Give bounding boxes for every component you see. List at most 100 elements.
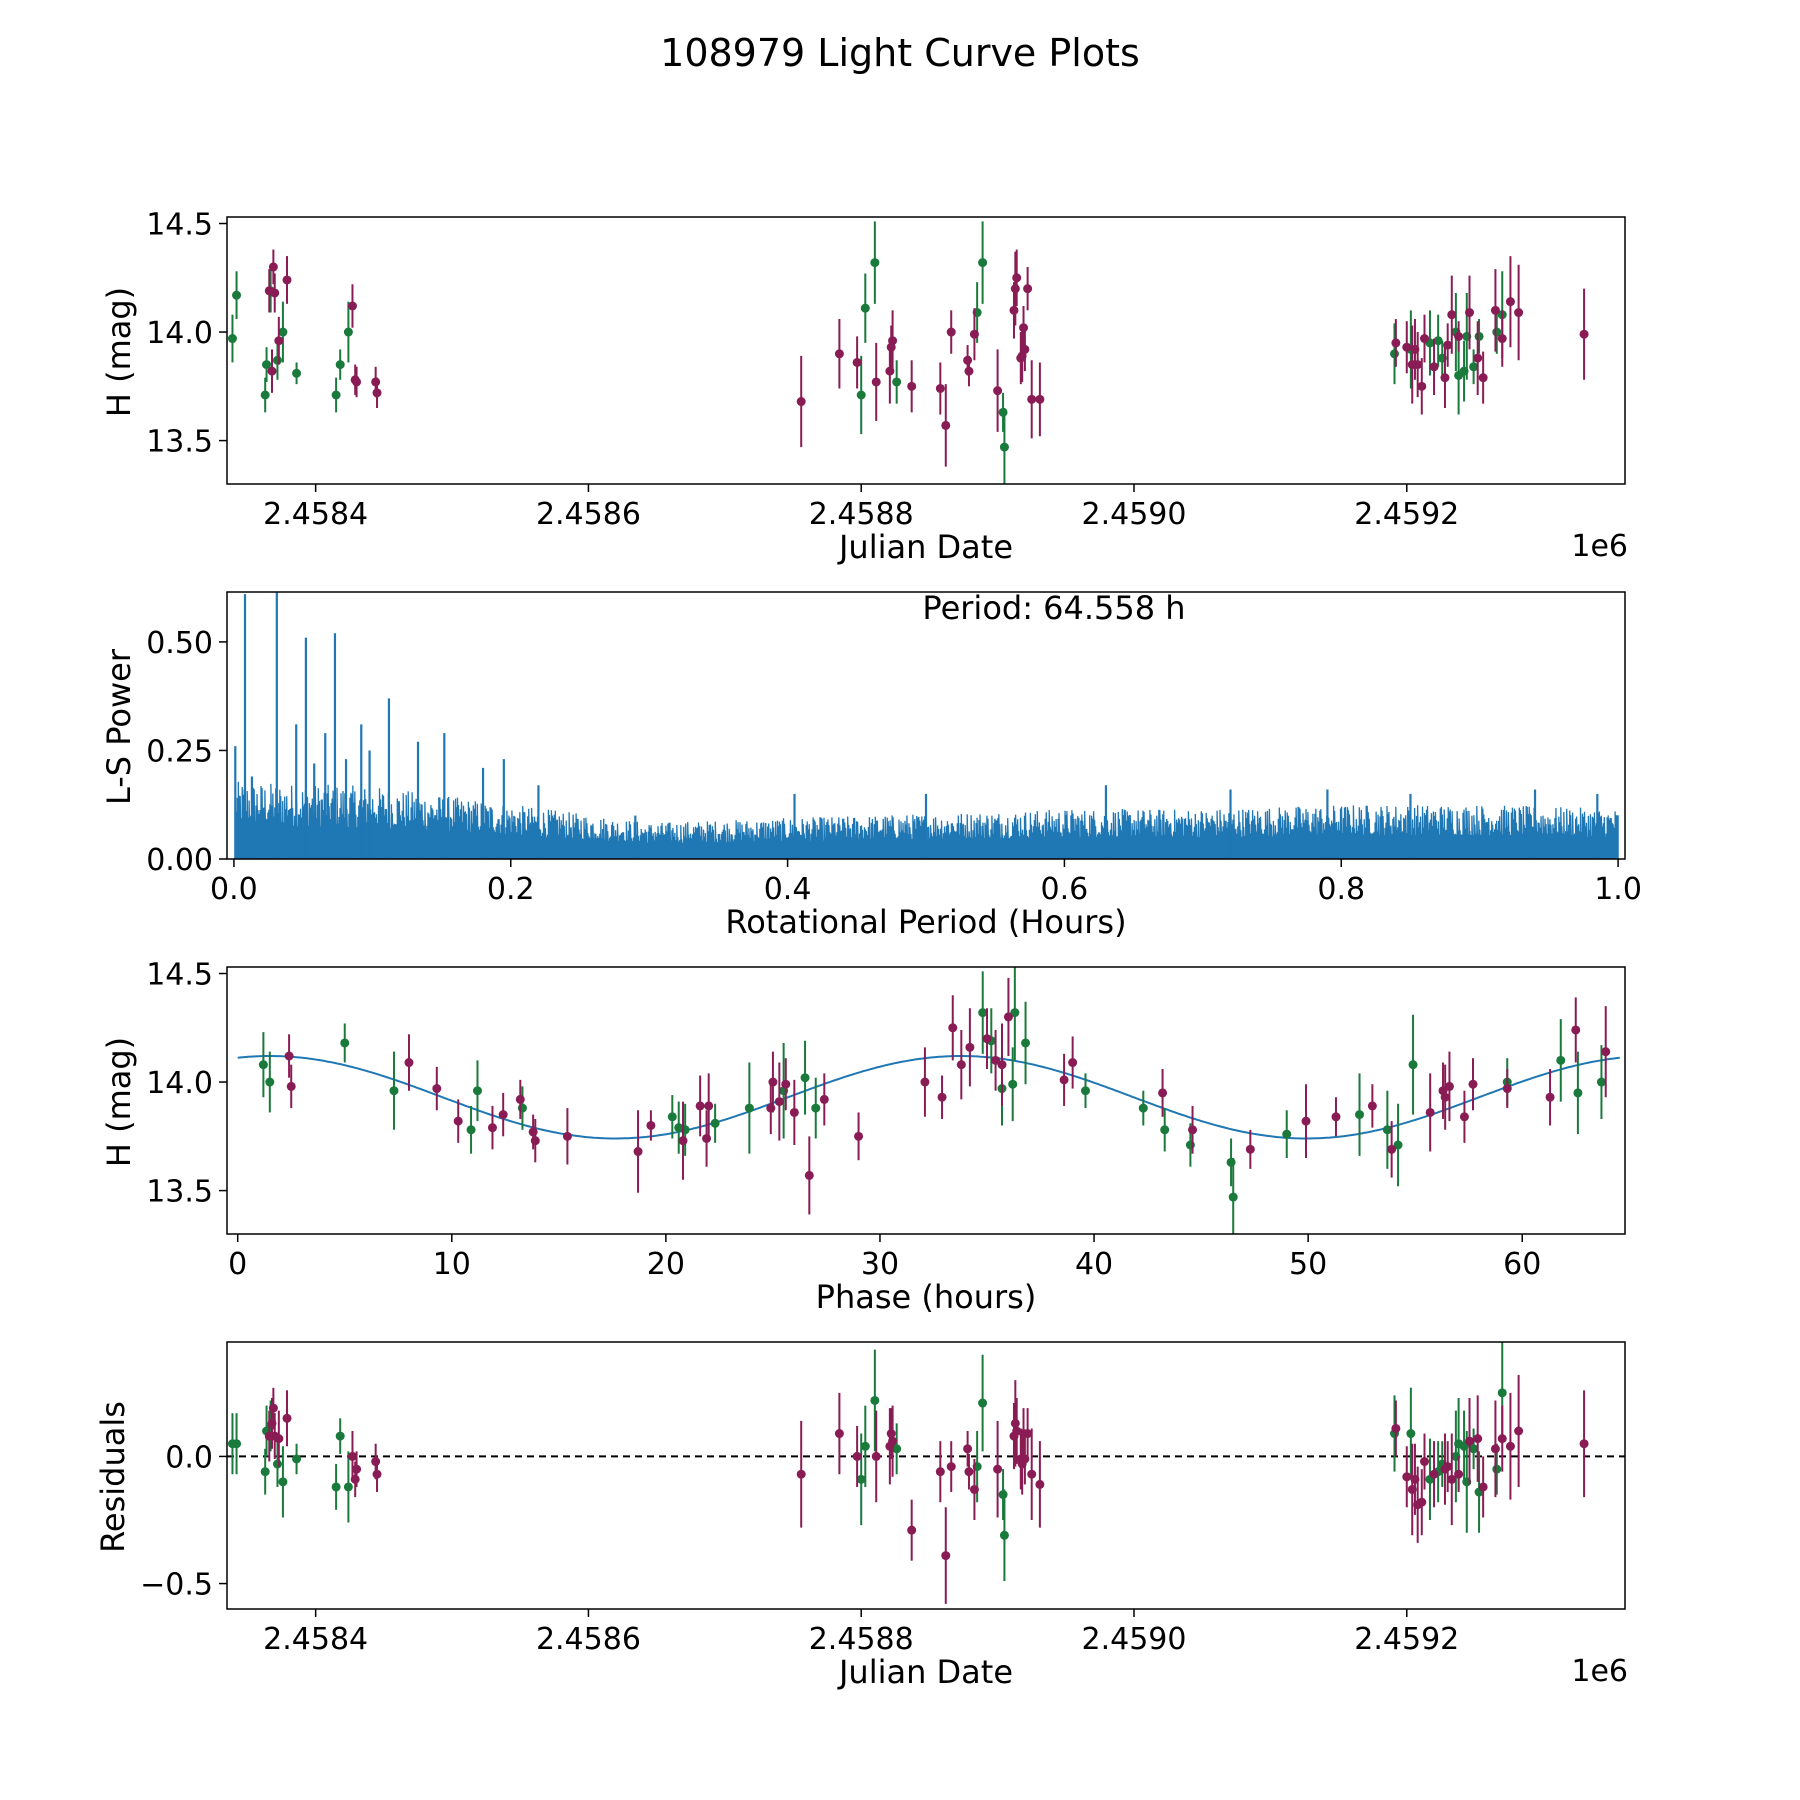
data-point bbox=[371, 1457, 381, 1467]
data-point bbox=[1417, 381, 1427, 391]
data-point bbox=[1035, 1479, 1045, 1489]
data-point bbox=[232, 290, 242, 300]
data-point bbox=[982, 1034, 992, 1044]
data-point bbox=[702, 1133, 712, 1143]
data-point bbox=[1068, 1058, 1078, 1068]
data-point bbox=[956, 1060, 966, 1070]
data-point bbox=[1492, 1464, 1502, 1474]
data-point bbox=[432, 1084, 442, 1094]
data-point bbox=[946, 1462, 956, 1472]
data-point bbox=[1012, 273, 1022, 283]
data-point bbox=[963, 1444, 973, 1454]
data-point bbox=[888, 336, 898, 346]
data-point bbox=[856, 390, 866, 400]
phased-plot-area bbox=[237, 967, 1620, 1234]
data-point bbox=[278, 1477, 288, 1487]
data-point bbox=[892, 377, 902, 387]
y-tick-label: 14.5 bbox=[146, 208, 213, 243]
data-point bbox=[1331, 1112, 1341, 1122]
data-point bbox=[768, 1077, 778, 1087]
y-tick-label: 0.50 bbox=[146, 626, 213, 661]
data-point bbox=[1010, 1008, 1020, 1018]
data-point bbox=[871, 1451, 881, 1461]
data-point bbox=[1402, 1472, 1412, 1482]
data-point bbox=[347, 1451, 357, 1461]
data-point bbox=[1027, 394, 1037, 404]
data-point bbox=[963, 355, 973, 365]
data-point bbox=[1514, 1426, 1524, 1436]
data-point bbox=[854, 1131, 864, 1141]
data-point bbox=[978, 258, 988, 268]
data-point bbox=[262, 360, 272, 370]
data-point bbox=[796, 1469, 806, 1479]
x-tick-label: 0.4 bbox=[764, 872, 812, 907]
data-point bbox=[870, 258, 880, 268]
data-point bbox=[892, 1444, 902, 1454]
data-point bbox=[268, 1403, 278, 1413]
x-tick-label: 0.8 bbox=[1317, 872, 1365, 907]
data-point bbox=[1402, 342, 1412, 352]
data-point bbox=[1444, 1081, 1454, 1091]
x-tick-label: 2.4586 bbox=[536, 1622, 641, 1657]
data-point bbox=[1469, 1444, 1479, 1454]
data-point bbox=[1355, 1110, 1365, 1120]
data-point bbox=[948, 1023, 958, 1033]
data-point bbox=[1138, 1103, 1148, 1113]
data-point bbox=[1429, 362, 1439, 372]
periodogram-ylabel: L-S Power bbox=[100, 648, 138, 805]
y-tick-label: 14.5 bbox=[146, 958, 213, 993]
data-point bbox=[1382, 1125, 1392, 1135]
data-point bbox=[1502, 1084, 1512, 1094]
data-point bbox=[282, 1413, 292, 1423]
data-point bbox=[453, 1116, 463, 1126]
data-point bbox=[389, 1086, 399, 1096]
periodogram-plot-area bbox=[234, 592, 1619, 859]
x-tick-label: 40 bbox=[1075, 1247, 1113, 1282]
periodogram-axes-frame bbox=[226, 591, 1626, 860]
data-point bbox=[1282, 1129, 1292, 1139]
data-point bbox=[268, 262, 278, 272]
data-point bbox=[1158, 1088, 1168, 1098]
data-point bbox=[1425, 1107, 1435, 1117]
data-point bbox=[1387, 1144, 1397, 1154]
periodogram-xlabel: Rotational Period (Hours) bbox=[725, 903, 1126, 941]
data-point bbox=[1012, 1426, 1022, 1436]
data-point bbox=[964, 1467, 974, 1477]
x-tick-label: 2.4586 bbox=[536, 497, 641, 532]
data-point bbox=[1473, 353, 1483, 363]
data-point bbox=[1185, 1140, 1195, 1150]
data-point bbox=[852, 1451, 862, 1461]
x-tick-label: 10 bbox=[433, 1247, 471, 1282]
data-point bbox=[800, 1073, 810, 1083]
data-point bbox=[1023, 284, 1033, 294]
data-point bbox=[870, 1395, 880, 1405]
data-point bbox=[1429, 1469, 1439, 1479]
data-point bbox=[999, 1530, 1009, 1540]
residuals-plot-area bbox=[227, 1342, 1625, 1604]
data-point bbox=[286, 1081, 296, 1091]
data-point bbox=[860, 1441, 870, 1451]
data-point bbox=[774, 1097, 784, 1107]
data-point bbox=[1035, 394, 1045, 404]
data-point bbox=[1497, 1388, 1507, 1398]
y-tick-label: 13.5 bbox=[146, 425, 213, 460]
data-point bbox=[667, 1112, 677, 1122]
lightcurve-offset-text: 1e6 bbox=[1571, 529, 1628, 564]
data-point bbox=[284, 1051, 294, 1061]
data-point bbox=[819, 1094, 829, 1104]
data-point bbox=[1497, 334, 1507, 344]
data-point bbox=[260, 390, 270, 400]
x-tick-label: 30 bbox=[861, 1247, 899, 1282]
phased-xlabel: Phase (hours) bbox=[816, 1278, 1037, 1316]
data-point bbox=[1406, 1429, 1416, 1439]
data-point bbox=[907, 1525, 917, 1535]
data-point bbox=[935, 1467, 945, 1477]
data-point bbox=[1019, 323, 1029, 333]
data-point bbox=[292, 1454, 302, 1464]
x-tick-label: 0.2 bbox=[487, 872, 535, 907]
data-point bbox=[834, 349, 844, 359]
y-tick-label: 13.5 bbox=[146, 1175, 213, 1210]
data-point bbox=[1003, 1012, 1013, 1022]
x-tick-label: 2.4592 bbox=[1354, 497, 1459, 532]
x-tick-label: 2.4588 bbox=[809, 497, 914, 532]
